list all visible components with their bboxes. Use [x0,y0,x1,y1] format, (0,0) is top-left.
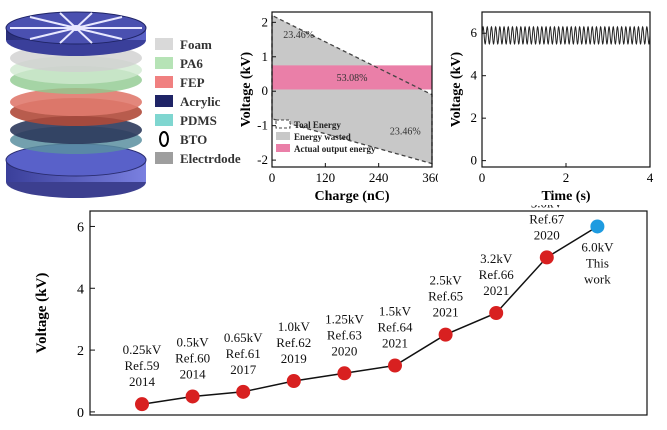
point-label-1-2: 2014 [180,366,207,381]
y-tick-label-0: -2 [257,152,268,167]
trend-line [141,225,598,405]
chart-legend-swatch-0 [275,119,291,129]
point-label-0-1: Ref.59 [124,358,159,373]
y-axis-title: Voltage (kV) [239,52,254,128]
annotation-2: 23.46% [390,126,421,137]
y-tick-label-3: 1 [262,49,269,64]
legend-label-2: FEP [180,75,205,90]
y-tick-label-3: 6 [471,25,478,40]
point-label-3-0: 1.0kV [278,319,311,334]
point-label-5-1: Ref.64 [377,320,413,335]
legend-swatch-3 [155,95,173,107]
point-label-0-2: 2014 [129,374,156,389]
point-label-0-0: 0.25kV [123,342,162,357]
x-tick-label-2: 4 [647,170,654,185]
legend-label-6: Electrdode [180,151,241,166]
legend-swatch-2 [155,76,173,88]
plot-frame [271,11,433,168]
point-label-8-1: Ref.67 [529,211,565,226]
voltage-charge-chart: 23.46% 53.08% 23.46% 0 120 240 360 -2 -1 0 1 2 Charg… [238,0,442,205]
point-0 [135,397,149,412]
point-label-8-2: 2020 [534,227,560,242]
legend-swatch-6 [155,152,173,164]
legend-swatch-0 [155,38,173,50]
point-4 [337,366,352,381]
point-9 [590,219,605,234]
point-label-7-2: 2021 [483,283,509,298]
y-tick-label-3: 6 [77,220,84,235]
y-tick-label-0: 0 [471,153,478,168]
y-axis-title: Voltage (kV) [34,273,50,354]
point-label-2-2: 2017 [230,362,257,377]
point-label-4-2: 2020 [331,343,357,358]
point-2 [236,384,251,399]
y-tick-label-4: 2 [262,14,269,29]
chart-legend-label-1: Energy wasted [294,132,351,142]
x-tick-label-0: 0 [479,170,486,185]
point-1 [185,389,200,404]
point-label-6-2: 2021 [433,305,459,320]
x-axis-title: Time (s) [541,189,590,204]
point-label-1-1: Ref.60 [175,350,210,365]
y-tick-label-2: 4 [77,282,84,297]
y-tick-label-2: 0 [262,83,269,98]
y-tick-label-1: 2 [471,110,478,125]
point-label-1-0: 0.5kV [177,334,210,349]
x-axis-title: Charge (nC) [314,189,389,204]
point-label-5-0: 1.5kV [379,304,412,319]
point-label-5-2: 2021 [382,336,408,351]
chart-legend-label-2: Actual output energy [294,144,376,154]
point-label-6-0: 2.5kV [430,273,463,288]
point-label-7-1: Ref.66 [479,267,515,282]
x-tick-label-1: 2 [563,170,570,185]
y-tick-label-1: 2 [77,344,84,359]
device-illustration [0,0,150,205]
point-label-6-1: Ref.65 [428,289,463,304]
point-label-9-2: work [584,271,611,286]
point-8 [539,250,554,265]
point-label-7-0: 3.2kV [480,251,513,266]
x-tick-label-2: 240 [369,170,389,185]
chart-legend-label-0: Toal Energy [294,120,341,130]
y-tick-label-1: -1 [257,118,268,133]
point-6 [438,327,453,342]
legend-swatch-1 [155,57,173,69]
point-label-8-0: 5.0kV [531,205,564,210]
point-label-4-0: 1.25kV [325,311,364,326]
chart-legend-swatch-1 [276,132,290,140]
y-tick-label-0: 0 [77,406,84,421]
legend-label-0: Foam [180,37,212,52]
legend-label-5: BTO [180,132,207,147]
voltage-time-chart: 0 2 4 0 2 4 6 Time (s) Voltage (kV) [448,0,667,205]
legend-swatch-4 [155,114,173,126]
point-label-9-1: This [586,255,609,270]
point-label-4-1: Ref.63 [327,327,362,342]
voltage-signal-line [481,25,651,45]
chart-legend-swatch-2 [276,144,290,152]
legend-swatch-5 [159,131,169,147]
x-tick-label-1: 120 [316,170,336,185]
point-label-2-0: 0.65kV [224,330,263,345]
point-label-9-0: 6.0kV [581,239,614,254]
point-label-2-1: Ref.61 [226,346,261,361]
x-tick-label-0: 0 [269,170,276,185]
point-label-3-1: Ref.62 [276,335,311,350]
region-actual-output-energy [272,65,432,90]
point-7 [489,306,504,320]
material-legend: Foam PA6 FEP Acrylic PDMS BTO Electrdode [155,36,245,176]
legend-label-3: Acrylic [180,94,221,109]
point-label-3-2: 2019 [281,351,307,366]
point-5 [388,358,402,373]
annotation-1: 53.08% [337,73,368,84]
annotation-0: 23.46% [283,30,314,41]
x-tick-label-3: 360 [422,170,438,185]
y-axis-title: Voltage (kV) [449,52,464,128]
legend-label-4: PDMS [180,113,217,128]
plot-frame [89,210,648,416]
point-3 [286,374,301,388]
legend-label-1: PA6 [180,56,203,71]
voltage-comparison-chart: 0.25kV Ref.59 2014 0.5kV Ref.60 2014 0.65kV Ref… [30,195,667,425]
y-tick-label-2: 4 [471,68,478,83]
region-energy-wasted [272,15,432,164]
